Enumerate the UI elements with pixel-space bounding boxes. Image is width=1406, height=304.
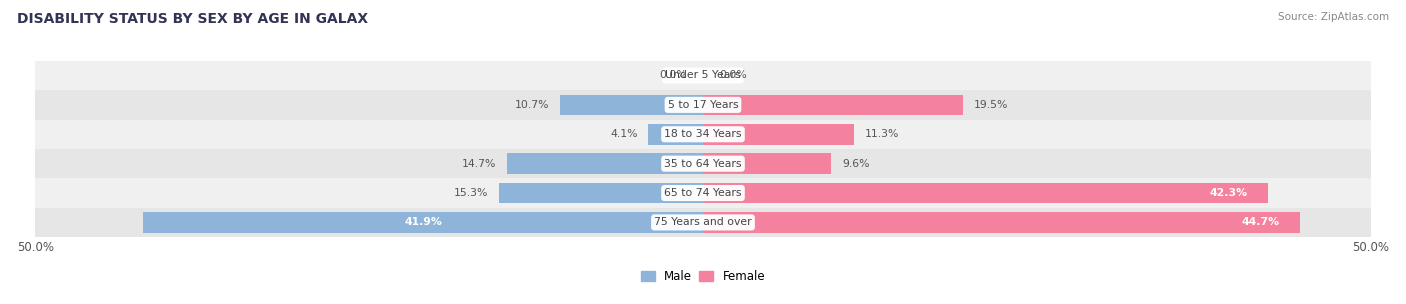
Text: 11.3%: 11.3% bbox=[865, 129, 898, 139]
Text: 0.0%: 0.0% bbox=[659, 71, 688, 81]
Bar bbox=[506, 153, 703, 174]
Text: Source: ZipAtlas.com: Source: ZipAtlas.com bbox=[1278, 12, 1389, 22]
Text: 0.0%: 0.0% bbox=[718, 71, 747, 81]
Text: 5 to 17 Years: 5 to 17 Years bbox=[668, 100, 738, 110]
Bar bbox=[703, 212, 1301, 233]
Text: 41.9%: 41.9% bbox=[405, 217, 441, 227]
Text: 15.3%: 15.3% bbox=[454, 188, 488, 198]
Bar bbox=[560, 95, 703, 115]
Bar bbox=[703, 95, 963, 115]
Bar bbox=[35, 208, 1371, 237]
Text: 35 to 64 Years: 35 to 64 Years bbox=[664, 159, 742, 169]
Text: 42.3%: 42.3% bbox=[1209, 188, 1249, 198]
Legend: Male, Female: Male, Female bbox=[636, 265, 770, 288]
Text: 9.6%: 9.6% bbox=[842, 159, 869, 169]
Text: 14.7%: 14.7% bbox=[461, 159, 496, 169]
Text: 4.1%: 4.1% bbox=[610, 129, 637, 139]
Bar bbox=[499, 183, 703, 203]
Bar bbox=[35, 119, 1371, 149]
Bar bbox=[703, 153, 831, 174]
Bar bbox=[35, 90, 1371, 119]
Text: DISABILITY STATUS BY SEX BY AGE IN GALAX: DISABILITY STATUS BY SEX BY AGE IN GALAX bbox=[17, 12, 368, 26]
Bar bbox=[648, 124, 703, 145]
Text: 65 to 74 Years: 65 to 74 Years bbox=[664, 188, 742, 198]
Bar bbox=[35, 178, 1371, 208]
Bar bbox=[35, 61, 1371, 90]
Text: 75 Years and over: 75 Years and over bbox=[654, 217, 752, 227]
Bar bbox=[703, 124, 853, 145]
Text: 18 to 34 Years: 18 to 34 Years bbox=[664, 129, 742, 139]
Bar bbox=[35, 149, 1371, 178]
Text: 44.7%: 44.7% bbox=[1241, 217, 1279, 227]
Text: 10.7%: 10.7% bbox=[515, 100, 550, 110]
Text: 19.5%: 19.5% bbox=[974, 100, 1008, 110]
Bar bbox=[703, 183, 1268, 203]
Bar bbox=[143, 212, 703, 233]
Text: Under 5 Years: Under 5 Years bbox=[665, 71, 741, 81]
